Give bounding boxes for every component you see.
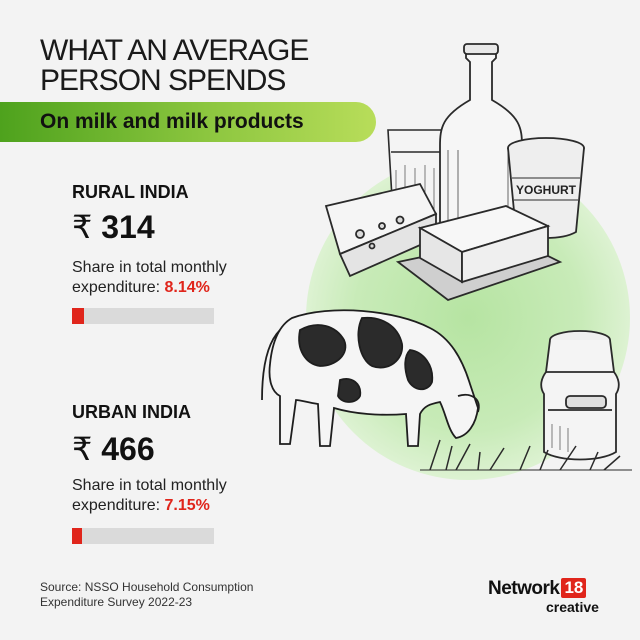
network18-logo: Network 18 creative — [488, 578, 599, 615]
urban-share-text: Share in total monthly expenditure: 7.15… — [72, 476, 282, 516]
rural-share-bar — [72, 308, 214, 324]
rupee-symbol: ₹ — [72, 209, 93, 245]
urban-share-label: Share in total monthly expenditure: — [72, 477, 227, 514]
logo-subtext: creative — [546, 599, 599, 615]
source-note: Source: NSSO Household Consumption Expen… — [40, 580, 254, 609]
subtitle-text: On milk and milk products — [40, 110, 304, 133]
cow-icon — [261, 309, 480, 447]
rupee-symbol: ₹ — [72, 431, 93, 467]
grass-icon — [420, 439, 632, 471]
page-title: WHAT AN AVERAGE PERSON SPENDS — [40, 34, 309, 97]
rural-share-bar-fill — [72, 308, 84, 324]
butter-icon — [395, 205, 563, 302]
urban-share-bar-fill — [72, 528, 83, 544]
rural-share-label: Share in total monthly expenditure: — [72, 259, 227, 296]
rural-share-text: Share in total monthly expenditure: 8.14… — [72, 258, 282, 298]
milk-can-icon — [540, 330, 620, 461]
rural-india-amount: ₹ 314 — [72, 208, 155, 246]
urban-share-bar — [72, 528, 214, 544]
rural-share-value: 8.14% — [164, 279, 210, 296]
yoghurt-cup-label: YOGHURT — [516, 183, 577, 197]
logo-number: 18 — [561, 578, 587, 598]
urban-share-value: 7.15% — [164, 497, 210, 514]
subtitle-banner: On milk and milk products — [0, 102, 376, 142]
rural-india-heading: RURAL INDIA — [72, 182, 189, 202]
cheese-icon — [324, 182, 438, 278]
urban-india-heading: URBAN INDIA — [72, 402, 191, 422]
urban-india-amount: ₹ 466 — [72, 430, 155, 468]
urban-amount-value: 466 — [101, 431, 155, 467]
logo-wordmark: Network — [488, 578, 560, 599]
rural-amount-value: 314 — [101, 209, 155, 245]
